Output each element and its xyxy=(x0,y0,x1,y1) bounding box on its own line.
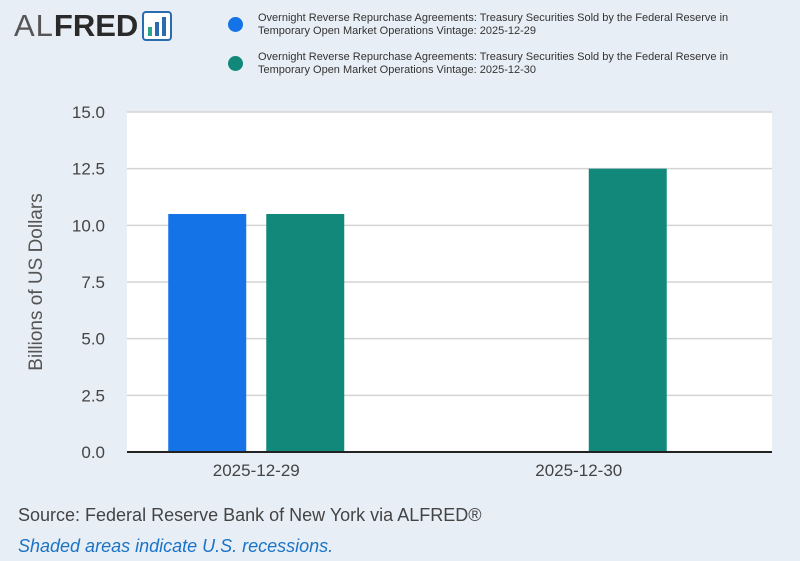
y-tick-label: 2.5 xyxy=(81,386,105,405)
y-tick-label: 0.0 xyxy=(81,443,105,462)
legend-label-line2: Temporary Open Market Operations Vintage… xyxy=(258,25,537,37)
logo-brand: FRED xyxy=(53,8,139,43)
y-tick-label: 15.0 xyxy=(72,103,105,122)
fred-chart-icon xyxy=(142,11,173,41)
bar-chart: 0.02.55.07.510.012.515.0 2025-12-29 2025-… xyxy=(26,103,772,480)
legend-item-vintage-2025-12-29[interactable]: Overnight Reverse Repurchase Agreements:… xyxy=(228,12,800,38)
recession-note-link[interactable]: Shaded areas indicate U.S. recessions. xyxy=(18,536,334,556)
legend-label-line1: Overnight Reverse Repurchase Agreements:… xyxy=(258,51,729,63)
x-tick-label: 2025-12-30 xyxy=(535,461,622,480)
y-tick-label: 5.0 xyxy=(81,330,105,349)
bar-2025-12-30-series-1[interactable] xyxy=(588,168,667,452)
alfred-logo[interactable]: AL FRED xyxy=(14,8,173,44)
y-tick-label: 10.0 xyxy=(72,216,105,235)
chart-legend: Overnight Reverse Repurchase Agreements:… xyxy=(228,12,800,90)
y-tick-label: 7.5 xyxy=(81,273,105,292)
x-tick-label: 2025-12-29 xyxy=(213,461,300,480)
legend-label-line1: Overnight Reverse Repurchase Agreements:… xyxy=(258,12,729,24)
legend-label-line2: Temporary Open Market Operations Vintage… xyxy=(258,64,537,76)
source-note: Source: Federal Reserve Bank of New York… xyxy=(18,505,482,525)
y-axis-ticks: 0.0 2.5 5.0 7.5 10.0 12.5 15.0 xyxy=(72,103,105,462)
bar-2025-12-29-series-0[interactable] xyxy=(168,214,247,452)
legend-item-vintage-2025-12-30[interactable]: Overnight Reverse Repurchase Agreements:… xyxy=(228,51,800,77)
logo-prefix: AL xyxy=(14,8,54,43)
legend-marker xyxy=(228,17,243,32)
x-axis-ticks: 2025-12-29 2025-12-30 xyxy=(213,461,622,480)
y-axis-label: Billions of US Dollars xyxy=(26,193,47,370)
y-tick-label: 12.5 xyxy=(72,160,105,179)
bar-2025-12-29-series-1[interactable] xyxy=(266,214,345,452)
bars xyxy=(168,168,667,452)
legend-marker xyxy=(228,56,243,71)
